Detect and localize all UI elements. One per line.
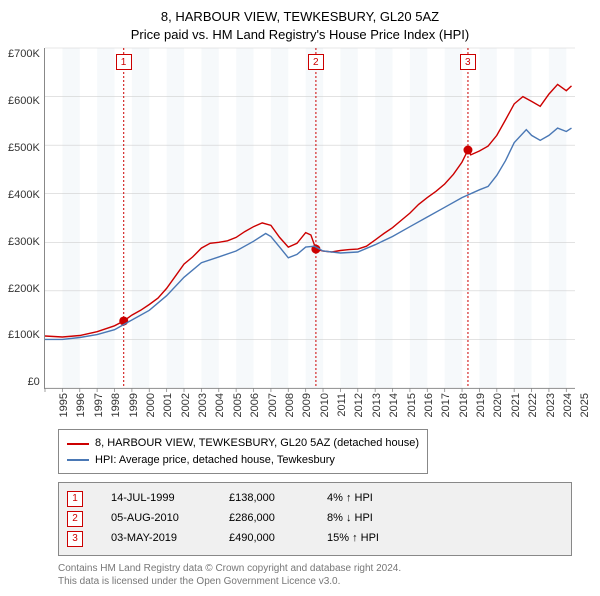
footer-line: This data is licensed under the Open Gov… <box>58 575 572 588</box>
y-axis: £700K £600K £500K £400K £300K £200K £100K £0 <box>8 48 44 388</box>
x-tick-label: 2018 <box>458 393 470 417</box>
x-tick-label: 1995 <box>58 393 70 417</box>
annotation-price: £490,000 <box>229 529 299 549</box>
x-tick-label: 2024 <box>562 393 574 417</box>
annotation-date: 14-JUL-1999 <box>111 489 201 509</box>
legend-swatch <box>67 443 89 445</box>
x-tick-label: 2003 <box>197 393 209 417</box>
chart-titles: 8, HARBOUR VIEW, TEWKESBURY, GL20 5AZ Pr… <box>8 8 592 44</box>
y-tick-label: £500K <box>8 142 40 154</box>
x-tick-label: 1999 <box>128 393 140 417</box>
x-tick-label: 2022 <box>527 393 539 417</box>
x-tick-label: 2019 <box>475 393 487 417</box>
chart-container: 8, HARBOUR VIEW, TEWKESBURY, GL20 5AZ Pr… <box>8 8 592 588</box>
legend-row: HPI: Average price, detached house, Tewk… <box>67 452 419 469</box>
footer-line: Contains HM Land Registry data © Crown c… <box>58 562 572 575</box>
x-axis: 1995 1996 1997 1998 1999 2000 2001 2002 2003 2004… <box>58 389 588 423</box>
plot-svg <box>45 48 575 388</box>
x-tick-label: 2000 <box>145 393 157 417</box>
plot-row: £700K £600K £500K £400K £300K £200K £100K £0 1 2… <box>8 48 592 389</box>
x-tick-label: 2006 <box>249 393 261 417</box>
footer: Contains HM Land Registry data © Crown c… <box>58 562 572 588</box>
plot-area: 1 2 3 <box>44 48 575 389</box>
x-tick-label: 2023 <box>545 393 557 417</box>
event-badge: 2 <box>308 54 324 70</box>
annotation-row: 2 05-AUG-2010 £286,000 8% ↓ HPI <box>67 509 563 529</box>
annotation-price: £138,000 <box>229 489 299 509</box>
x-tick-label: 2017 <box>440 393 452 417</box>
y-tick-label: £700K <box>8 48 40 60</box>
x-tick-label: 2014 <box>388 393 400 417</box>
x-tick-label: 1998 <box>110 393 122 417</box>
x-tick-label: 2002 <box>180 393 192 417</box>
y-tick-label: £100K <box>8 329 40 341</box>
y-tick-label: £0 <box>28 376 40 388</box>
x-tick-label: 2010 <box>319 393 331 417</box>
y-tick-label: £600K <box>8 95 40 107</box>
annotation-hpi: 4% ↑ HPI <box>327 489 417 509</box>
event-badge: 3 <box>460 54 476 70</box>
x-tick-label: 2013 <box>371 393 383 417</box>
annotation-hpi: 15% ↑ HPI <box>327 529 417 549</box>
x-tick-label: 2015 <box>406 393 418 417</box>
x-tick-label: 2016 <box>423 393 435 417</box>
annotation-date: 03-MAY-2019 <box>111 529 201 549</box>
x-tick-label: 1996 <box>75 393 87 417</box>
x-tick-label: 2025 <box>579 393 591 417</box>
annotation-date: 05-AUG-2010 <box>111 509 201 529</box>
event-badge: 1 <box>116 54 132 70</box>
chart-title: 8, HARBOUR VIEW, TEWKESBURY, GL20 5AZ <box>8 8 592 26</box>
annotation-badge: 3 <box>67 531 83 547</box>
x-tick-label: 2020 <box>492 393 504 417</box>
annotation-badge: 2 <box>67 511 83 527</box>
legend: 8, HARBOUR VIEW, TEWKESBURY, GL20 5AZ (d… <box>58 429 428 474</box>
legend-swatch <box>67 459 89 461</box>
x-tick-label: 2001 <box>162 393 174 417</box>
annotation-badge: 1 <box>67 491 83 507</box>
annotation-price: £286,000 <box>229 509 299 529</box>
x-tick-label: 2012 <box>353 393 365 417</box>
x-tick-label: 2021 <box>510 393 522 417</box>
annotation-row: 3 03-MAY-2019 £490,000 15% ↑ HPI <box>67 529 563 549</box>
x-tick-label: 2007 <box>267 393 279 417</box>
annotation-hpi: 8% ↓ HPI <box>327 509 417 529</box>
legend-label: HPI: Average price, detached house, Tewk… <box>95 452 335 469</box>
annotation-row: 1 14-JUL-1999 £138,000 4% ↑ HPI <box>67 489 563 509</box>
x-tick-label: 2009 <box>301 393 313 417</box>
x-tick-label: 1997 <box>93 393 105 417</box>
y-tick-label: £400K <box>8 189 40 201</box>
x-tick-label: 2004 <box>214 393 226 417</box>
x-tick-label: 2011 <box>336 393 348 417</box>
x-tick-label: 2008 <box>284 393 296 417</box>
legend-row: 8, HARBOUR VIEW, TEWKESBURY, GL20 5AZ (d… <box>67 435 419 452</box>
legend-label: 8, HARBOUR VIEW, TEWKESBURY, GL20 5AZ (d… <box>95 435 419 452</box>
chart-subtitle: Price paid vs. HM Land Registry's House … <box>8 26 592 44</box>
y-tick-label: £300K <box>8 236 40 248</box>
x-tick-label: 2005 <box>232 393 244 417</box>
annotations-panel: 1 14-JUL-1999 £138,000 4% ↑ HPI 2 05-AUG-2010… <box>58 482 572 555</box>
y-tick-label: £200K <box>8 283 40 295</box>
